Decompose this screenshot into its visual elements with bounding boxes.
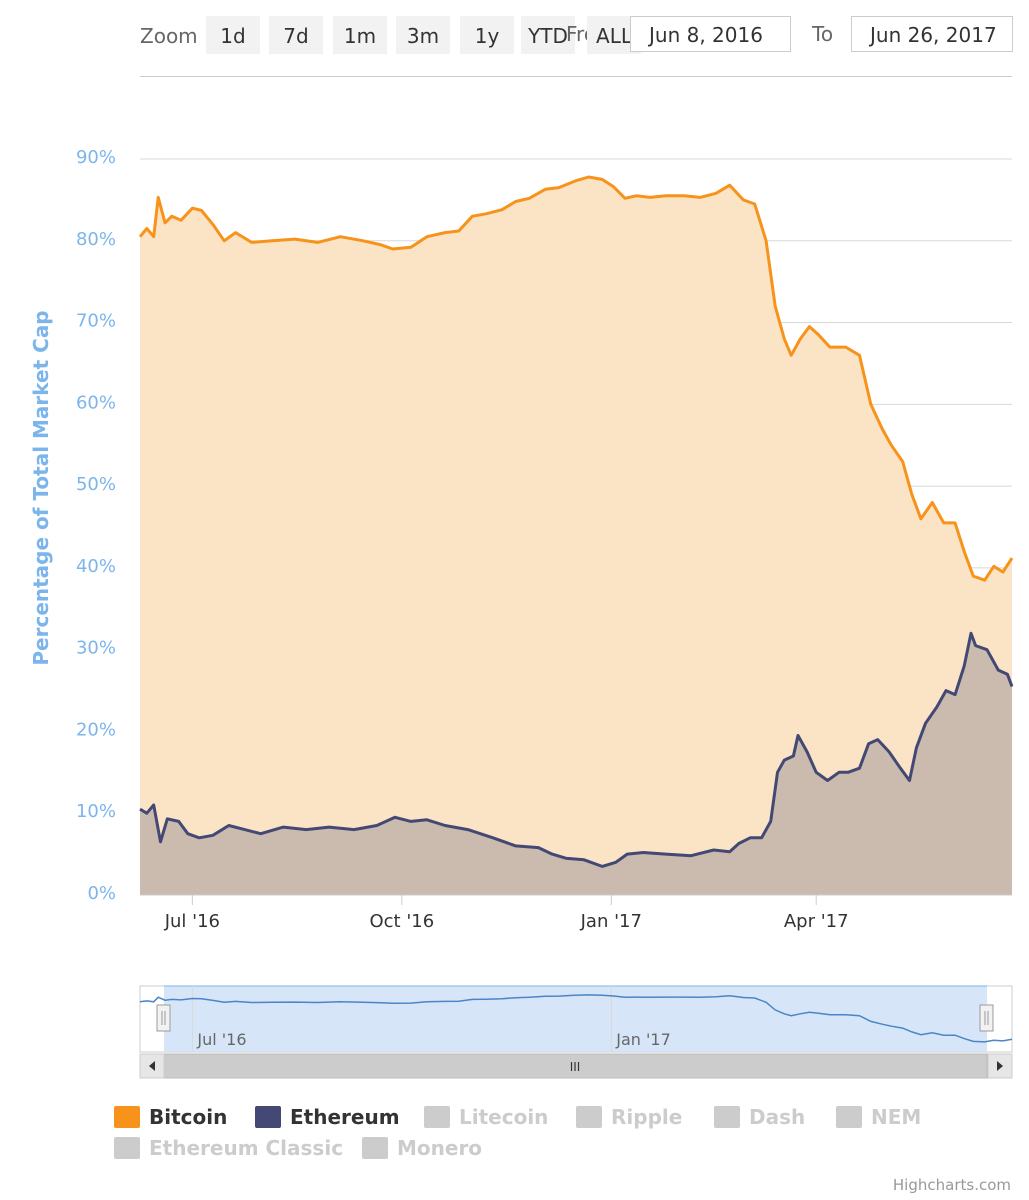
navigator-ticks: Jul '16 Jan '17 — [191, 986, 671, 1052]
to-label: To — [812, 22, 834, 46]
series-areas — [138, 175, 1014, 895]
zoom-3m-button[interactable]: 3m — [396, 16, 450, 54]
legend: Bitcoin Ethereum Litecoin Ripple Dash NE… — [114, 1104, 1014, 1174]
y-tick-label: 50% — [76, 474, 116, 495]
highcharts-credits[interactable]: Highcharts.com — [892, 1176, 1011, 1194]
from-date-input[interactable]: Jun 8, 2016 — [630, 16, 791, 52]
line-bitcoin — [138, 175, 1014, 582]
legend-swatch — [255, 1106, 281, 1128]
area-bitcoin — [140, 177, 1012, 895]
navigator-tick-label: Jul '16 — [196, 1030, 246, 1049]
legend-label: NEM — [871, 1105, 922, 1129]
navigator-series-line — [139, 994, 1013, 1043]
x-tick-label: Jan '17 — [580, 911, 642, 932]
legend-swatch — [424, 1106, 450, 1128]
axes: 0% 10% 20% 30% 40% 50% 60% 70% 80% 90% Jul '16 Oct … — [76, 147, 1012, 932]
range-selector-divider — [140, 76, 1012, 77]
arrow-right-icon — [997, 1061, 1003, 1071]
range-selector: Zoom 1d 7d 1m 3m 1y YTD From ALL Jun 8, … — [0, 0, 1029, 60]
x-tick-label: Oct '16 — [369, 911, 434, 932]
zoom-7d-button[interactable]: 7d — [269, 16, 323, 54]
x-tick-label: Apr '17 — [784, 911, 849, 932]
line-ethereum — [139, 631, 1014, 868]
legend-swatch — [714, 1106, 740, 1128]
y-tick-label: 20% — [76, 719, 116, 740]
legend-swatch — [362, 1137, 388, 1159]
legend-swatch — [836, 1106, 862, 1128]
legend-label: Ripple — [611, 1105, 683, 1129]
navigator-left-handle[interactable] — [156, 1004, 171, 1032]
y-tick-label: 30% — [76, 638, 116, 659]
y-tick-label: 70% — [76, 311, 116, 332]
y-tick-label: 40% — [76, 556, 116, 577]
x-tick-label: Jul '16 — [164, 911, 220, 932]
zoom-ytd-button[interactable]: YTD — [521, 16, 575, 54]
navigator-right-handle[interactable] — [979, 1004, 994, 1032]
y-axis-title: Percentage of Total Market Cap — [29, 310, 53, 665]
navigator-selected-range[interactable] — [164, 986, 987, 1052]
y-tick-label: 60% — [76, 392, 116, 413]
legend-swatch — [114, 1106, 140, 1128]
scrollbar-grip: III — [570, 1060, 581, 1074]
legend-label: Litecoin — [459, 1105, 549, 1129]
scrollbar[interactable]: III — [139, 1053, 1013, 1079]
y-tick-label: 0% — [87, 883, 116, 904]
market-cap-chart: 0% 10% 20% 30% 40% 50% 60% 70% 80% 90% Jul '16 Oct … — [29, 147, 1014, 1079]
legend-swatch — [114, 1137, 140, 1159]
legend-label: Bitcoin — [149, 1105, 228, 1129]
arrow-left-icon — [149, 1061, 155, 1071]
y-tick-label: 80% — [76, 229, 116, 250]
y-tick-label: 90% — [76, 147, 116, 168]
legend-label: Ethereum — [290, 1105, 400, 1129]
y-tick-label: 10% — [76, 801, 116, 822]
zoom-1d-button[interactable]: 1d — [206, 16, 260, 54]
legend-label: Monero — [397, 1136, 483, 1160]
legend-label: Dash — [749, 1105, 806, 1129]
zoom-1y-button[interactable]: 1y — [460, 16, 514, 54]
zoom-label: Zoom — [140, 24, 198, 48]
legend-swatch — [576, 1106, 602, 1128]
zoom-1m-button[interactable]: 1m — [333, 16, 387, 54]
scrollbar-left-button[interactable] — [139, 1053, 165, 1079]
to-date-input[interactable]: Jun 26, 2017 — [851, 16, 1013, 52]
navigator[interactable]: Jul '16 Jan '17 — [139, 985, 1013, 1053]
legend-label: Ethereum Classic — [149, 1136, 344, 1160]
navigator-tick-label: Jan '17 — [615, 1030, 671, 1049]
